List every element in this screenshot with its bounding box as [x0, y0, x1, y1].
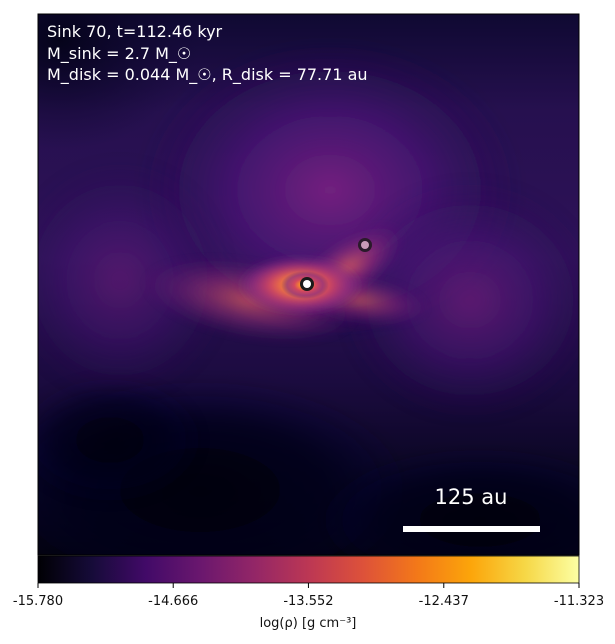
colorbar-tick-label: -13.552: [283, 594, 333, 609]
primary-sink-marker: [300, 277, 314, 291]
title-line-2: M_sink = 2.7 M_☉: [47, 44, 191, 64]
density-map: [38, 14, 579, 555]
colorbar-tick-label: -11.323: [554, 594, 604, 609]
secondary-sink-marker: [358, 238, 372, 252]
colorbar-tick-label: -15.780: [13, 594, 63, 609]
title-line-3: M_disk = 0.044 M_☉, R_disk = 77.71 au: [47, 65, 368, 85]
colorbar-label: log(ρ) [g cm⁻³]: [260, 616, 357, 631]
colorbar-ticks: -15.780 -14.666 -13.552 -12.437 -11.323: [13, 583, 604, 609]
colorbar: [37, 555, 580, 584]
title-line-1: Sink 70, t=112.46 kyr: [47, 22, 223, 41]
colorbar-tick-label: -14.666: [148, 594, 198, 609]
scalebar-label: 125 au: [435, 485, 508, 509]
plot-frame: [37, 13, 580, 556]
scalebar: [403, 526, 540, 532]
colorbar-tick-label: -12.437: [419, 594, 469, 609]
